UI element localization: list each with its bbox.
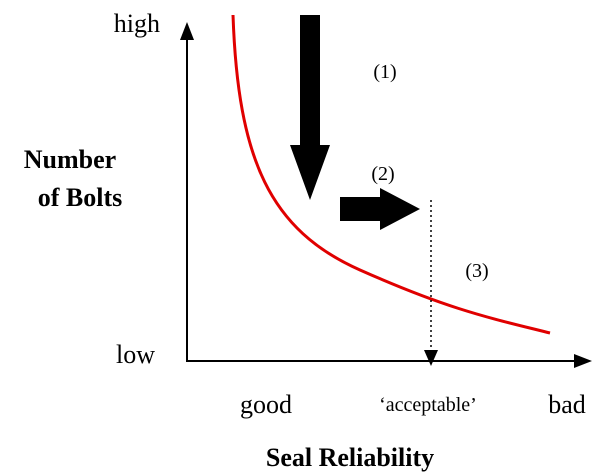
high-label: high	[114, 9, 160, 38]
good-label: good	[240, 390, 292, 419]
acceptable-label: ‘acceptable’	[379, 394, 477, 416]
step-label: (2)	[371, 163, 394, 185]
step-label: (3)	[465, 260, 488, 282]
step-label: (1)	[373, 61, 396, 83]
y-axis-label: Number	[24, 145, 116, 174]
curve	[231, 14, 551, 335]
y-axis-arrow	[180, 22, 194, 40]
bad-label: bad	[548, 390, 586, 419]
arrow-right	[340, 188, 420, 230]
x-axis-label: Seal Reliability	[266, 443, 434, 472]
x-axis-arrow	[574, 354, 592, 368]
arrow-down	[290, 15, 330, 200]
low-label: low	[116, 340, 155, 369]
dotted-arrow	[424, 350, 438, 366]
y-axis-label: of Bolts	[38, 183, 123, 212]
